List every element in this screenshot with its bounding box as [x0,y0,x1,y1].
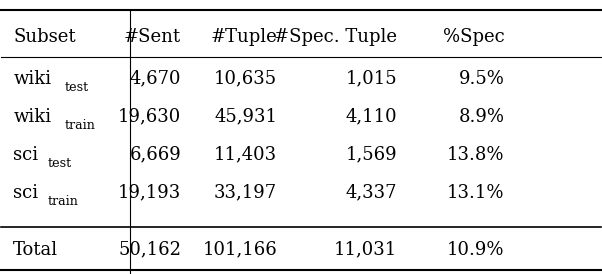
Text: Subset: Subset [13,28,76,46]
Text: 11,403: 11,403 [214,145,277,164]
Text: 19,193: 19,193 [118,184,181,202]
Text: train: train [48,195,78,208]
Text: 4,337: 4,337 [346,184,397,202]
Text: 1,015: 1,015 [346,70,397,88]
Text: 19,630: 19,630 [118,108,181,126]
Text: wiki: wiki [13,70,52,88]
Text: 13.1%: 13.1% [447,184,504,202]
Text: 1,569: 1,569 [346,145,397,164]
Text: train: train [64,119,95,132]
Text: 13.8%: 13.8% [447,145,504,164]
Text: 50,162: 50,162 [118,241,181,259]
Text: sci: sci [13,184,39,202]
Text: 101,166: 101,166 [202,241,277,259]
Text: 10,635: 10,635 [214,70,277,88]
Text: #Sent: #Sent [124,28,181,46]
Text: sci: sci [13,145,39,164]
Text: 9.5%: 9.5% [459,70,504,88]
Text: 11,031: 11,031 [334,241,397,259]
Text: test: test [64,81,88,94]
Text: 6,669: 6,669 [129,145,181,164]
Text: 8.9%: 8.9% [459,108,504,126]
Text: wiki: wiki [13,108,52,126]
Text: %Spec: %Spec [443,28,504,46]
Text: #Spec. Tuple: #Spec. Tuple [274,28,397,46]
Text: 45,931: 45,931 [214,108,277,126]
Text: test: test [48,157,72,170]
Text: #Tuple: #Tuple [210,28,277,46]
Text: 4,670: 4,670 [129,70,181,88]
Text: 10.9%: 10.9% [447,241,504,259]
Text: 33,197: 33,197 [214,184,277,202]
Text: Total: Total [13,241,58,259]
Text: 4,110: 4,110 [346,108,397,126]
